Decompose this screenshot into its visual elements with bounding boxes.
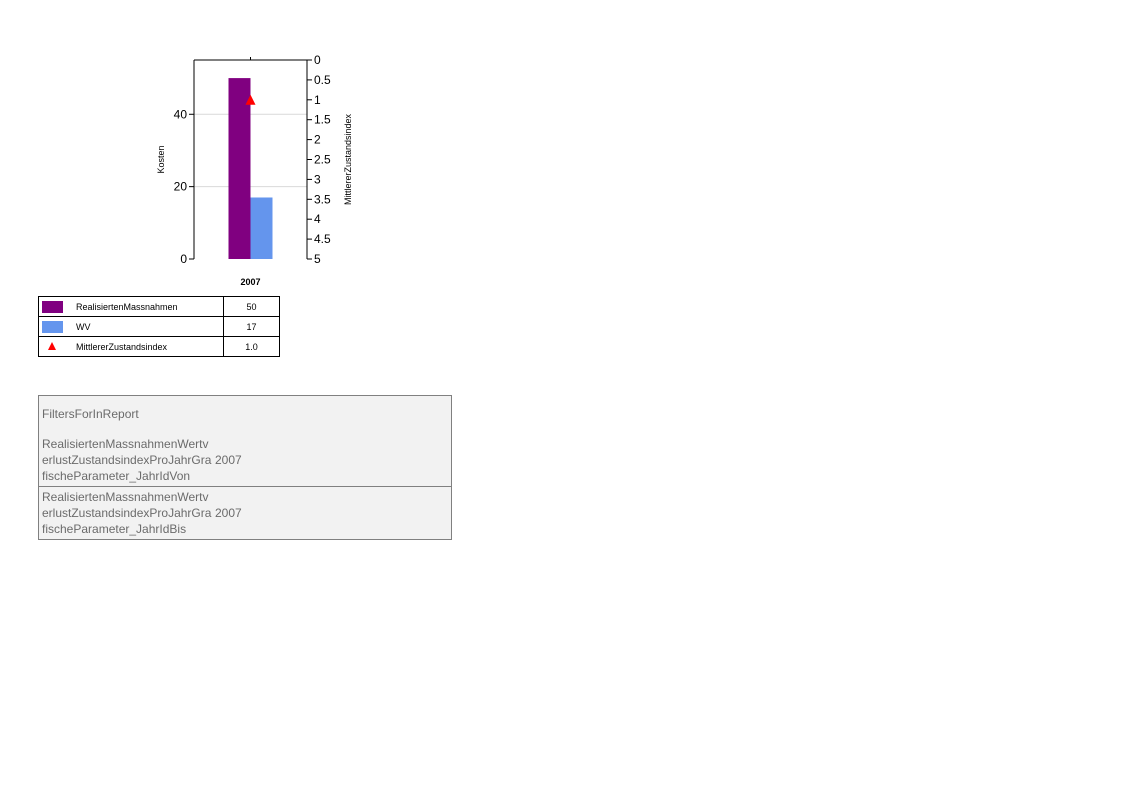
y2-tick-label: 4.5 [314, 232, 331, 246]
bar [228, 78, 251, 259]
filter-value: 2007 [215, 506, 242, 520]
y-tick-label: 40 [174, 107, 188, 121]
y2-tick-label: 0 [314, 53, 321, 67]
filter-row-von: RealisiertenMassnahmenWertverlustZustand… [39, 436, 451, 486]
legend-name: MittlererZustandsindex [71, 336, 224, 357]
legend-name: WV [71, 316, 224, 337]
y-tick-label: 0 [180, 252, 187, 266]
y-tick-label: 20 [174, 180, 188, 194]
legend-name: RealisiertenMassnahmen [71, 296, 224, 317]
legend-swatch-wv [42, 321, 63, 333]
y2-tick-label: 2 [314, 133, 321, 147]
y2-tick-label: 2.5 [314, 153, 331, 167]
filter-value: 2007 [215, 453, 242, 467]
triangle-marker-icon [48, 342, 56, 350]
y2-tick-label: 0.5 [314, 73, 331, 87]
filters-title: FiltersForInReport [42, 407, 139, 421]
y2-tick-label: 3.5 [314, 192, 331, 206]
y2-tick-label: 5 [314, 252, 321, 266]
legend-value: 17 [223, 316, 280, 337]
x-tick-label: 2007 [240, 277, 260, 287]
y-axis-title: Kosten [156, 145, 166, 173]
legend-value: 50 [223, 296, 280, 317]
legend-table: RealisiertenMassnahmen 50 WV 17 Mittlere… [38, 296, 280, 357]
combo-chart: 0 20 40 0 0.5 1 1.5 2 2.5 3 3.5 4 4.5 5 Kosten Mittlere… [156, 53, 353, 287]
legend-value: 1.0 [223, 336, 280, 357]
filter-row-bis: RealisiertenMassnahmenWertverlustZustand… [39, 486, 451, 539]
y2-tick-label: 1 [314, 93, 321, 107]
legend-row: WV 17 [38, 316, 280, 337]
y2-tick-label: 4 [314, 212, 321, 226]
bar [250, 197, 273, 259]
legend-row: RealisiertenMassnahmen 50 [38, 296, 280, 317]
legend-row: MittlererZustandsindex 1.0 [38, 336, 280, 357]
y2-axis-title: MittlererZustandsindex [343, 113, 353, 205]
y2-tick-label: 1.5 [314, 113, 331, 127]
marker-point [245, 94, 256, 105]
y2-tick-label: 3 [314, 172, 321, 186]
filters-panel: FiltersForInReport RealisiertenMassnahme… [38, 395, 452, 540]
filter-label: RealisiertenMassnahmenWertverlustZustand… [42, 490, 212, 536]
filter-label: RealisiertenMassnahmenWertverlustZustand… [42, 437, 212, 483]
legend-swatch-realisiertenmassnahmen [42, 301, 63, 313]
